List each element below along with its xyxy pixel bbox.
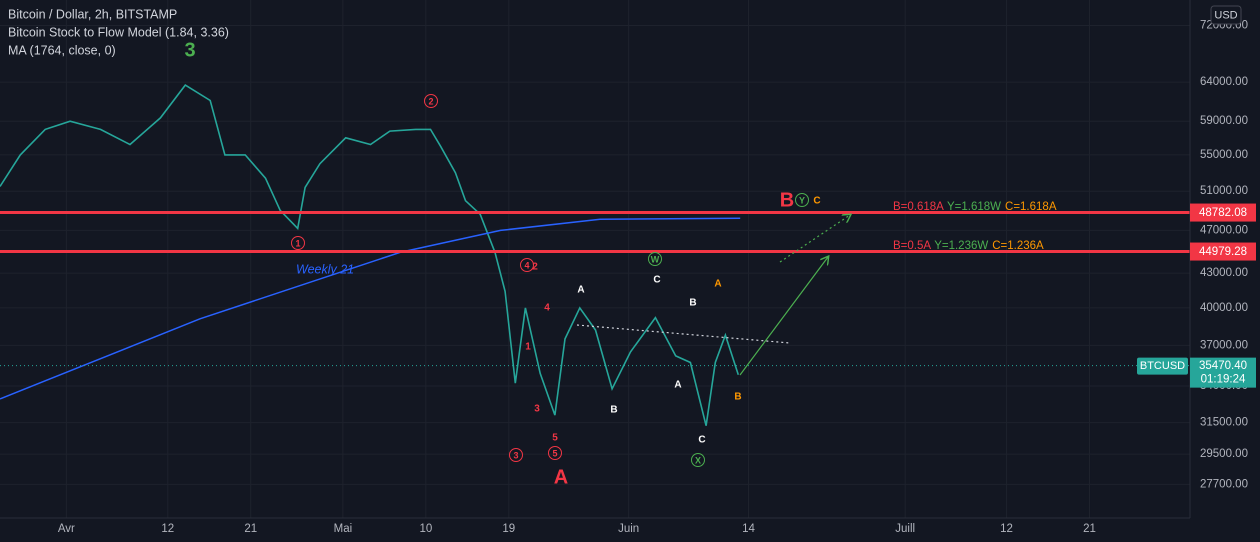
wave-label: A [714, 279, 721, 290]
x-tick-label: 12 [161, 523, 174, 535]
wave-circle [509, 448, 523, 462]
wave-label: W [651, 254, 660, 264]
projection-arrow-dotted [779, 215, 850, 263]
last-price-label: 35470.40 [1199, 360, 1247, 372]
price-axis [1190, 0, 1260, 542]
x-tick-label: Juill [895, 523, 915, 535]
y-tick-label: 47000.00 [1200, 224, 1248, 236]
projection-arrow [739, 257, 828, 376]
wave-label: 2 [532, 262, 538, 273]
wave-label: C [698, 435, 705, 446]
y-tick-label: 55000.00 [1200, 149, 1248, 161]
ma-label: Weekly 21 [296, 262, 354, 276]
wave-label: 1 [525, 342, 531, 353]
x-tick-label: Mai [334, 523, 353, 535]
y-tick-label: 59000.00 [1200, 115, 1248, 127]
x-tick-label: 21 [1083, 523, 1096, 535]
y-tick-label: 27700.00 [1200, 478, 1248, 490]
indicator-title: Bitcoin Stock to Flow Model (1.84, 3.36) [8, 25, 229, 39]
wave-circle [424, 94, 438, 108]
y-tick-label: 40000.00 [1200, 302, 1248, 314]
trend-line [576, 324, 791, 344]
wave-label: 2 [428, 96, 433, 106]
fib-note-part: C=1.236A [992, 240, 1044, 252]
y-tick-label: 37000.00 [1200, 339, 1248, 351]
wave-label: 3 [184, 39, 195, 61]
x-tick-label: Juin [618, 523, 639, 535]
wave-label: C [813, 196, 820, 207]
last-price-badge [1190, 357, 1256, 388]
series-line [0, 217, 741, 400]
wave-circle [548, 446, 562, 460]
wave-label: 1 [295, 238, 300, 248]
wave-label: 5 [552, 433, 558, 444]
wave-label: B [780, 189, 794, 211]
wave-label: A [554, 466, 568, 488]
wave-label: 3 [513, 450, 518, 460]
symbol-label: BTCUSD [1140, 360, 1185, 372]
y-tick-label: 31500.00 [1200, 417, 1248, 429]
time-axis [0, 518, 1260, 542]
x-tick-label: 10 [419, 523, 432, 535]
level-badge [1190, 203, 1256, 222]
countdown-label: 01:19:24 [1201, 374, 1246, 386]
y-tick-label: 43000.00 [1200, 267, 1248, 279]
wave-label: C [653, 275, 660, 286]
fib-note-part: Y=1.236W [934, 240, 988, 252]
wave-label: B [689, 298, 696, 309]
wave-circle [795, 193, 809, 207]
x-tick-label: 12 [1000, 523, 1013, 535]
y-tick-label: 64000.00 [1200, 76, 1248, 88]
currency-label[interactable]: USD [1214, 9, 1237, 21]
wave-label: A [674, 380, 681, 391]
currency-badge[interactable] [1210, 5, 1242, 25]
wave-label: B [610, 405, 617, 416]
wave-label: Y [799, 195, 805, 205]
wave-circle [520, 258, 534, 272]
wave-label: B [734, 392, 741, 403]
wave-circle [648, 252, 662, 266]
level-label: 48782.08 [1199, 207, 1247, 219]
x-tick-label: 19 [502, 523, 515, 535]
level-badge [1190, 242, 1256, 261]
fib-note-part: C=1.618A [1005, 201, 1057, 213]
wave-circle [291, 236, 305, 250]
wave-label: 4 [544, 303, 550, 314]
wave-label: 4 [524, 260, 529, 270]
wave-label: A [577, 285, 584, 296]
fib-note-part: Y=1.618W [947, 201, 1001, 213]
x-tick-label: 21 [244, 523, 257, 535]
fib-note-part: B=0.618A [893, 201, 944, 213]
wave-circle [691, 453, 705, 467]
symbol-badge [1137, 357, 1188, 375]
series-line [0, 84, 740, 426]
axes: Avr 12 21 Mai 10 19 Juin 14 Juill 12 2172000.00640… [58, 20, 1256, 535]
symbol-title: Bitcoin / Dollar, 2h, BITSTAMP [8, 7, 177, 21]
wave-label: X [695, 455, 701, 465]
x-tick-label: Avr [58, 523, 75, 535]
fib-note: B=0.5A Y=1.236W C=1.236A [893, 240, 1044, 252]
fib-note-part: B=0.5A [893, 240, 931, 252]
level-label: 44979.28 [1199, 246, 1247, 258]
fib-note: B=0.618A Y=1.618W C=1.618A [893, 201, 1057, 213]
indicator-title: MA (1764, close, 0) [8, 43, 116, 57]
plot-area [0, 84, 1190, 426]
x-tick-label: 14 [742, 523, 755, 535]
wave-label: 5 [552, 448, 557, 458]
wave-label: 3 [534, 404, 540, 415]
y-tick-label: 51000.00 [1200, 185, 1248, 197]
grid [0, 0, 1190, 518]
y-tick-label: 29500.00 [1200, 448, 1248, 460]
